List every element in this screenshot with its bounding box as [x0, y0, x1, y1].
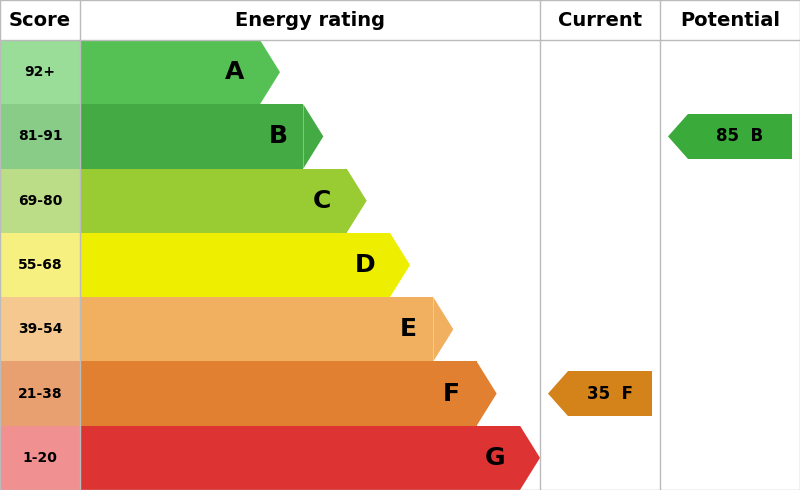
Bar: [0, 40, 80, 104]
Text: G: G: [485, 446, 506, 470]
Bar: [0, 104, 80, 169]
Polygon shape: [346, 169, 366, 233]
Text: Potential: Potential: [680, 10, 780, 29]
Text: 85  B: 85 B: [717, 127, 763, 146]
Bar: [80, 40, 260, 104]
Text: 35  F: 35 F: [587, 385, 633, 403]
Text: F: F: [443, 382, 460, 406]
Bar: [0, 169, 80, 233]
Polygon shape: [390, 233, 410, 297]
Bar: [80, 426, 520, 490]
Polygon shape: [434, 297, 454, 362]
Bar: [80, 233, 390, 297]
Text: Current: Current: [558, 10, 642, 29]
Polygon shape: [548, 371, 568, 416]
Text: 55-68: 55-68: [18, 258, 62, 272]
Polygon shape: [668, 114, 688, 159]
Polygon shape: [520, 426, 540, 490]
Text: C: C: [313, 189, 331, 213]
Text: Energy rating: Energy rating: [235, 10, 385, 29]
Polygon shape: [303, 104, 323, 169]
Bar: [80, 104, 303, 169]
Bar: [0, 233, 80, 297]
Bar: [80, 362, 477, 426]
Bar: [568, 371, 652, 416]
Text: D: D: [354, 253, 375, 277]
Text: 21-38: 21-38: [18, 387, 62, 400]
Text: 1-20: 1-20: [22, 451, 58, 465]
Text: 69-80: 69-80: [18, 194, 62, 208]
Bar: [688, 114, 792, 159]
Bar: [0, 426, 80, 490]
Polygon shape: [260, 40, 280, 104]
Bar: [80, 169, 346, 233]
Text: A: A: [226, 60, 245, 84]
Text: Score: Score: [9, 10, 71, 29]
Text: 39-54: 39-54: [18, 322, 62, 336]
Bar: [0, 297, 80, 362]
Text: B: B: [269, 124, 288, 148]
Text: E: E: [400, 318, 417, 342]
Text: 81-91: 81-91: [18, 129, 62, 144]
Bar: [0, 362, 80, 426]
Polygon shape: [477, 362, 497, 426]
Bar: [80, 297, 434, 362]
Text: 92+: 92+: [25, 65, 55, 79]
